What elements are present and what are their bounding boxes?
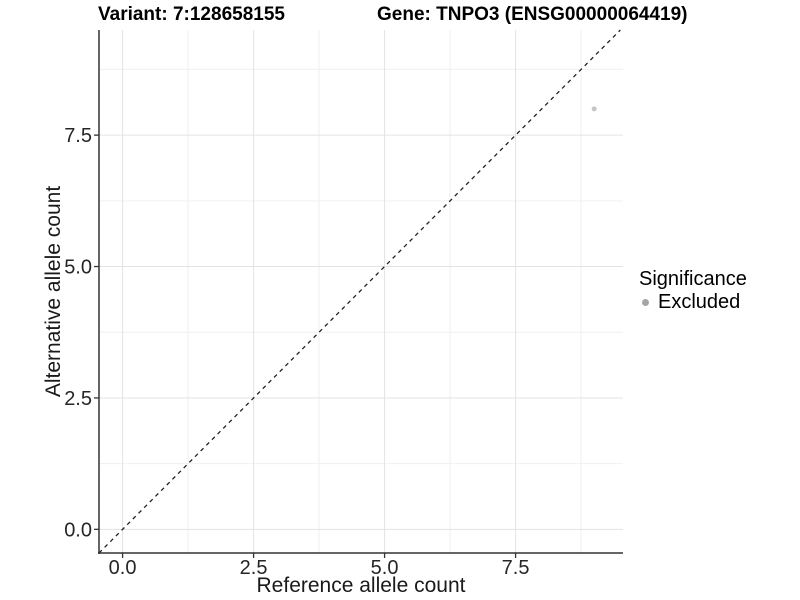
x-tick-label: 2.5 xyxy=(240,557,268,579)
y-tick-label: 0.0 xyxy=(64,519,92,541)
x-tick-label: 5.0 xyxy=(371,557,399,579)
legend-item-label: Excluded xyxy=(658,291,741,313)
y-tick-label: 7.5 xyxy=(64,125,92,147)
legend-point-swatch xyxy=(642,298,649,306)
y-axis-title: Alternative allele count xyxy=(42,186,65,397)
variant-title: Variant: 7:128658155 xyxy=(98,4,285,25)
data-point xyxy=(591,106,597,112)
legend-item-excluded: Excluded xyxy=(639,291,747,313)
y-tick-label: 5.0 xyxy=(64,257,92,279)
identity-line xyxy=(98,29,621,554)
y-tick-label: 2.5 xyxy=(64,388,92,410)
gene-title: Gene: TNPO3 (ENSG00000064419) xyxy=(377,4,688,25)
x-tick-label: 0.0 xyxy=(109,557,137,579)
legend: Significance Excluded xyxy=(639,268,747,313)
legend-title: Significance xyxy=(639,268,747,290)
x-axis-title: Reference allele count xyxy=(257,574,466,597)
x-tick-label: 7.5 xyxy=(502,557,530,579)
